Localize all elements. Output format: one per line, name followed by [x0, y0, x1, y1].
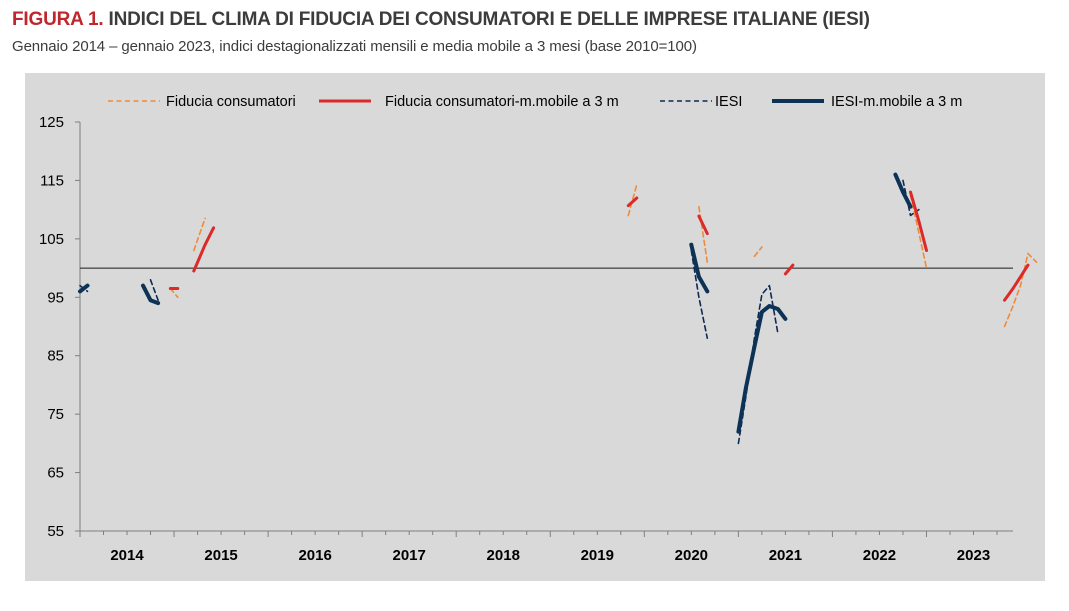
series-iesi-mm	[78, 283, 90, 294]
series-fiducia-consumatori-mm	[626, 196, 639, 208]
series-iesi-mm	[141, 283, 161, 306]
x-tick-label: 2018	[487, 547, 520, 564]
series-fiducia-consumatori	[753, 246, 763, 258]
series-fiducia-consumatori	[627, 183, 638, 217]
series-fiducia-consumatori	[909, 194, 928, 269]
series-fiducia-consumatori-mm	[1003, 263, 1030, 302]
legend-label: IESI	[715, 94, 742, 110]
axes: 55 65 75 85 95 105 115 125 2014 2015 2016 2017 2018 2…	[39, 114, 1013, 564]
legend: Fiducia consumatori Fiducia consumatori-m…	[108, 94, 962, 110]
x-tick-label: 2021	[769, 547, 802, 564]
series-iesi	[690, 249, 709, 339]
legend-label: Fiducia consumatori	[166, 94, 296, 110]
x-tick-label: 2020	[675, 547, 708, 564]
x-tick-label: 2023	[957, 547, 990, 564]
x-tick-label: 2022	[863, 547, 896, 564]
series-iesi-mm	[736, 304, 788, 434]
x-tick-label: 2015	[204, 547, 237, 564]
x-tick-label: 2014	[110, 547, 144, 564]
figure-title: FIGURA 1. INDICI DEL CLIMA DI FIDUCIA DE…	[12, 9, 870, 31]
series-fiducia-consumatori-mm	[192, 226, 216, 273]
series-fiducia-consumatori	[698, 205, 709, 263]
figure-title-text: INDICI DEL CLIMA DI FIDUCIA DEI CONSUMAT…	[108, 9, 870, 30]
series-iesi	[149, 279, 159, 301]
figure-subtitle: Gennaio 2014 – gennaio 2023, indici dest…	[12, 38, 697, 55]
series-fiducia-consumatori	[193, 217, 206, 252]
y-tick-label: 75	[47, 406, 64, 423]
series-lines	[78, 172, 1038, 445]
x-tick-label: 2019	[581, 547, 614, 564]
series-fiducia-consumatori	[1003, 252, 1038, 328]
series-iesi-mm	[893, 172, 913, 209]
series-iesi-mm	[689, 242, 710, 294]
series-fiducia-consumatori-mm	[909, 190, 928, 252]
y-tick-label: 105	[39, 231, 64, 248]
series-fiducia-consumatori-mm	[697, 214, 709, 236]
series-fiducia-consumatori-mm	[783, 263, 795, 276]
figure-label: FIGURA 1.	[12, 9, 104, 30]
y-tick-label: 125	[39, 114, 64, 131]
legend-label: Fiducia consumatori-m.mobile a 3 m	[385, 94, 619, 110]
y-tick-label: 55	[47, 523, 64, 540]
series-iesi	[737, 284, 779, 445]
x-tick-label: 2017	[392, 547, 425, 564]
y-tick-label: 115	[40, 172, 64, 189]
x-tick-label: 2016	[298, 547, 331, 564]
y-tick-label: 95	[47, 289, 64, 306]
y-tick-label: 85	[47, 348, 64, 365]
y-tick-label: 65	[47, 465, 64, 482]
legend-label: IESI-m.mobile a 3 m	[831, 94, 962, 110]
chart-panel	[25, 73, 1045, 581]
